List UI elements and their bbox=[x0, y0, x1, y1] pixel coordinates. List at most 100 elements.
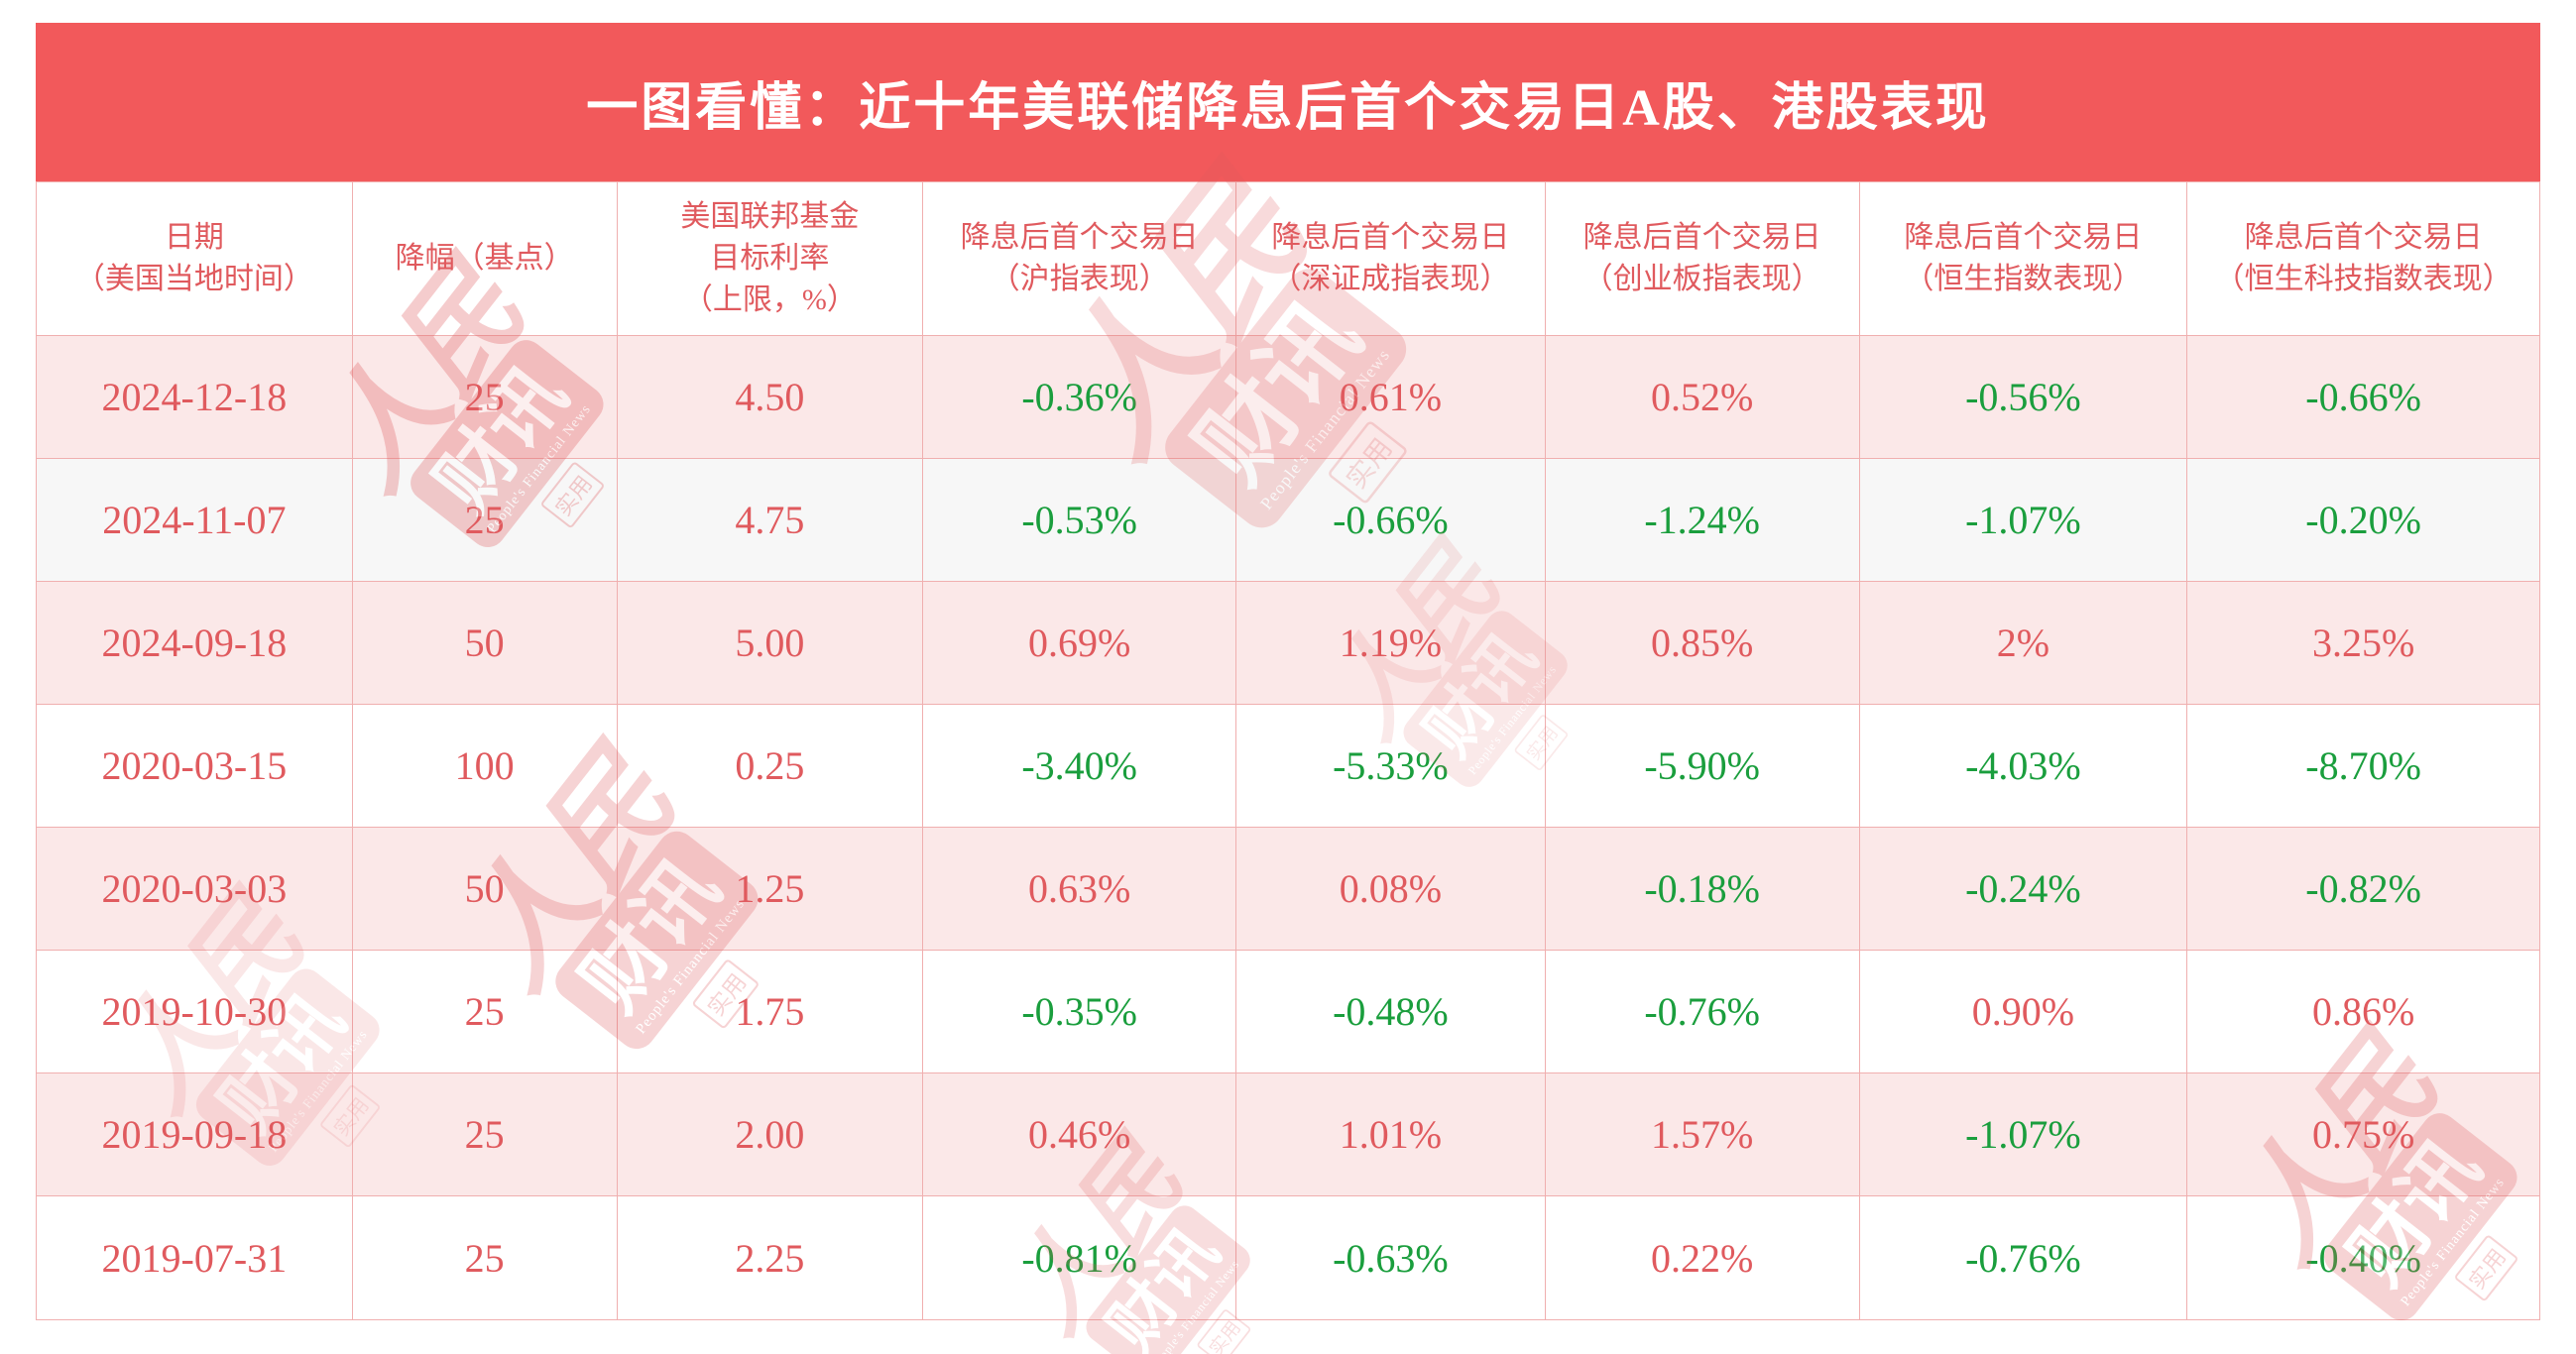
header-line: 美国联邦基金 bbox=[680, 200, 860, 233]
table-row-2024-12-18: 2024-12-18 25 4.50 -0.36% 0.61% 0.52% -0.56% -0… bbox=[37, 336, 2539, 459]
data-cell-r2-c0: 2024-09-18 bbox=[37, 582, 353, 705]
data-cell-r0-c2: 4.50 bbox=[617, 336, 924, 459]
data-cell-r6-c6: -1.07% bbox=[1859, 1073, 2188, 1196]
header-line: 日期 bbox=[164, 221, 224, 254]
data-cell-r1-c6: -1.07% bbox=[1859, 459, 2188, 582]
data-cell-r6-c5: 1.57% bbox=[1545, 1073, 1860, 1196]
data-cell-r0-c3: -0.36% bbox=[923, 336, 1237, 459]
data-cell-r2-c2: 5.00 bbox=[617, 582, 924, 705]
data-cell-r7-c1: 25 bbox=[353, 1196, 618, 1319]
header-cell-5: 降息后首个交易日 （创业板指表现） bbox=[1545, 182, 1860, 336]
data-cell-r1-c4: -0.66% bbox=[1236, 459, 1546, 582]
data-cell-r3-c4: -5.33% bbox=[1236, 705, 1546, 828]
data-cell-r7-c3: -0.81% bbox=[923, 1196, 1237, 1319]
data-cell-r5-c2: 1.75 bbox=[617, 951, 924, 1073]
header-line: 降幅（基点） bbox=[395, 242, 574, 275]
data-cell-r4-c6: -0.24% bbox=[1859, 828, 2188, 951]
header-cell-3: 降息后首个交易日 （沪指表现） bbox=[923, 182, 1237, 336]
data-cell-r7-c2: 2.25 bbox=[618, 1196, 924, 1319]
data-cell-r0-c0: 2024-12-18 bbox=[37, 336, 353, 459]
data-cell-r6-c2: 2.00 bbox=[617, 1073, 924, 1196]
header-line: 目标利率 bbox=[710, 242, 830, 275]
header-line: （上限，%） bbox=[682, 283, 857, 316]
header-line: （恒生科技指数表现） bbox=[2214, 263, 2513, 295]
data-cell-r6-c0: 2019-09-18 bbox=[37, 1073, 353, 1196]
data-cell-r5-c5: -0.76% bbox=[1545, 951, 1860, 1073]
data-cell-r6-c4: 1.01% bbox=[1236, 1073, 1546, 1196]
data-cell-r5-c3: -0.35% bbox=[923, 951, 1237, 1073]
data-cell-r5-c1: 25 bbox=[352, 951, 618, 1073]
data-cell-r6-c7: 0.75% bbox=[2187, 1073, 2539, 1196]
data-cell-r5-c7: 0.86% bbox=[2187, 951, 2539, 1073]
data-cell-r7-c0: 2019-07-31 bbox=[37, 1196, 353, 1319]
table-row-2024-11-07: 2024-11-07 25 4.75 -0.53% -0.66% -1.24% -1.07%… bbox=[37, 459, 2539, 582]
data-cell-r2-c4: 1.19% bbox=[1236, 582, 1546, 705]
table-row-2020-03-15: 2020-03-15 100 0.25 -3.40% -5.33% -5.90% -4.03… bbox=[37, 705, 2539, 828]
data-cell-r5-c0: 2019-10-30 bbox=[37, 951, 353, 1073]
data-cell-r4-c3: 0.63% bbox=[923, 828, 1237, 951]
data-cell-r7-c5: 0.22% bbox=[1546, 1196, 1860, 1319]
header-line: （美国当地时间） bbox=[74, 263, 313, 295]
header-line: （创业板指表现） bbox=[1582, 263, 1821, 295]
title-banner: 一图看懂：近十年美联储降息后首个交易日A股、港股表现 bbox=[36, 23, 2540, 181]
data-cell-r3-c7: -8.70% bbox=[2187, 705, 2539, 828]
data-cell-r5-c6: 0.90% bbox=[1859, 951, 2188, 1073]
data-cell-r7-c6: -0.76% bbox=[1860, 1196, 2188, 1319]
table-row-2019-07-31: 2019-07-31 25 2.25 -0.81% -0.63% 0.22% -0.76% -… bbox=[37, 1196, 2539, 1319]
data-cell-r4-c4: 0.08% bbox=[1236, 828, 1546, 951]
table-row-2024-09-18: 2024-09-18 50 5.00 0.69% 1.19% 0.85% 2% 3.25% bbox=[37, 582, 2539, 705]
data-cell-r4-c0: 2020-03-03 bbox=[37, 828, 353, 951]
header-cell-0: 日期 （美国当地时间） bbox=[37, 182, 353, 336]
data-cell-r2-c1: 50 bbox=[352, 582, 618, 705]
data-cell-r1-c0: 2024-11-07 bbox=[37, 459, 353, 582]
data-cell-r1-c7: -0.20% bbox=[2187, 459, 2539, 582]
table-row-2019-10-30: 2019-10-30 25 1.75 -0.35% -0.48% -0.76% 0.90% 0… bbox=[37, 951, 2539, 1073]
rate-cut-table: 日期 （美国当地时间） 降幅（基点） 美国联邦基金 目标利率 （上限，%） 降息后首个交易日… bbox=[36, 181, 2540, 1320]
header-line: 降息后首个交易日 bbox=[1271, 221, 1510, 254]
data-cell-r0-c4: 0.61% bbox=[1236, 336, 1546, 459]
data-cell-r1-c1: 25 bbox=[352, 459, 618, 582]
table-row-2020-03-03: 2020-03-03 50 1.25 0.63% 0.08% -0.18% -0.24% -0… bbox=[37, 828, 2539, 951]
data-cell-r2-c3: 0.69% bbox=[923, 582, 1237, 705]
header-line: 降息后首个交易日 bbox=[960, 221, 1199, 254]
header-line: 降息后首个交易日 bbox=[1904, 221, 2143, 254]
header-line: 降息后首个交易日 bbox=[1582, 221, 1821, 254]
header-cell-6: 降息后首个交易日 （恒生指数表现） bbox=[1859, 182, 2188, 336]
data-cell-r2-c6: 2% bbox=[1859, 582, 2188, 705]
data-cell-r0-c7: -0.66% bbox=[2187, 336, 2539, 459]
header-line: 降息后首个交易日 bbox=[2244, 221, 2483, 254]
data-cell-r0-c5: 0.52% bbox=[1545, 336, 1860, 459]
data-cell-r2-c5: 0.85% bbox=[1545, 582, 1860, 705]
data-cell-r4-c5: -0.18% bbox=[1545, 828, 1860, 951]
header-cell-1: 降幅（基点） bbox=[352, 182, 618, 336]
data-cell-r0-c1: 25 bbox=[352, 336, 618, 459]
header-cell-2: 美国联邦基金 目标利率 （上限，%） bbox=[617, 182, 924, 336]
page-title: 一图看懂：近十年美联储降息后首个交易日A股、港股表现 bbox=[586, 79, 1990, 137]
data-cell-r2-c7: 3.25% bbox=[2187, 582, 2539, 705]
header-line: （深证成指表现） bbox=[1271, 263, 1510, 295]
data-cell-r6-c3: 0.46% bbox=[923, 1073, 1237, 1196]
data-cell-r0-c6: -0.56% bbox=[1859, 336, 2188, 459]
data-cell-r3-c1: 100 bbox=[352, 705, 618, 828]
data-cell-r3-c6: -4.03% bbox=[1859, 705, 2188, 828]
data-cell-r6-c1: 25 bbox=[352, 1073, 618, 1196]
header-line: （沪指表现） bbox=[990, 263, 1169, 295]
data-cell-r3-c0: 2020-03-15 bbox=[37, 705, 353, 828]
data-cell-r1-c2: 4.75 bbox=[617, 459, 924, 582]
data-cell-r1-c3: -0.53% bbox=[923, 459, 1237, 582]
data-cell-r3-c5: -5.90% bbox=[1545, 705, 1860, 828]
data-cell-r7-c4: -0.63% bbox=[1236, 1196, 1546, 1319]
header-line: （恒生指数表现） bbox=[1904, 263, 2143, 295]
data-cell-r1-c5: -1.24% bbox=[1545, 459, 1860, 582]
data-cell-r4-c1: 50 bbox=[352, 828, 618, 951]
table-row-2019-09-18: 2019-09-18 25 2.00 0.46% 1.01% 1.57% -1.07% 0.7… bbox=[37, 1073, 2539, 1196]
data-cell-r5-c4: -0.48% bbox=[1236, 951, 1546, 1073]
data-cell-r7-c7: -0.40% bbox=[2305, 1235, 2421, 1281]
header-cell-4: 降息后首个交易日 （深证成指表现） bbox=[1236, 182, 1546, 336]
data-cell-r4-c2: 1.25 bbox=[617, 828, 924, 951]
table-header-row: 日期 （美国当地时间） 降幅（基点） 美国联邦基金 目标利率 （上限，%） 降息后首个交易日… bbox=[37, 182, 2539, 336]
data-cell-r4-c7: -0.82% bbox=[2187, 828, 2539, 951]
data-cell-r3-c3: -3.40% bbox=[923, 705, 1237, 828]
data-cell-r3-c2: 0.25 bbox=[617, 705, 924, 828]
